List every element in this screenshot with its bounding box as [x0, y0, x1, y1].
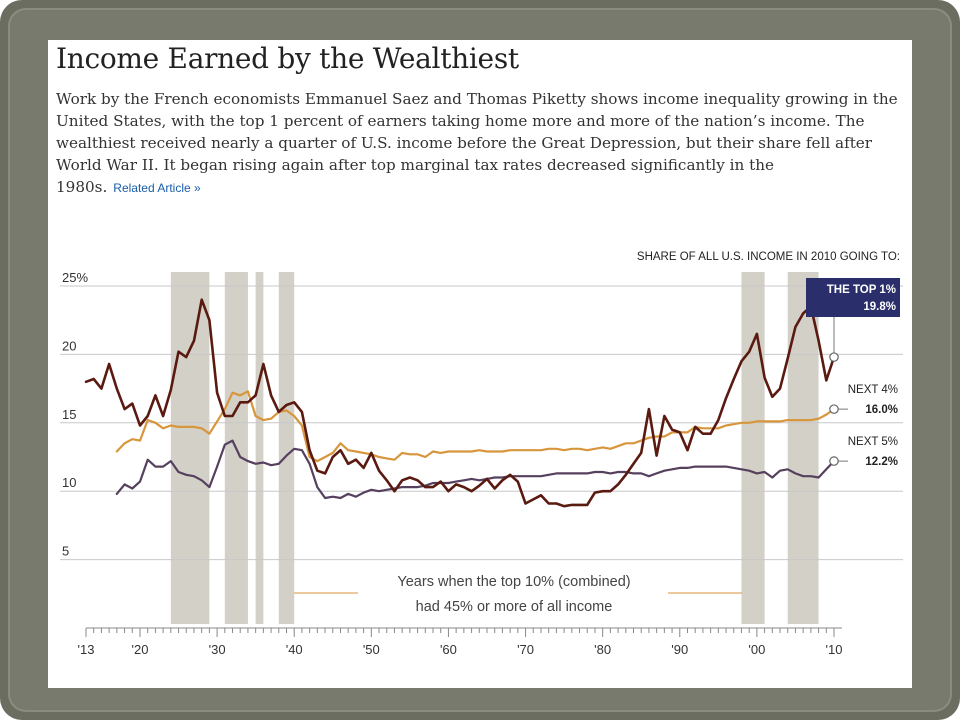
shaded-period-3	[255, 272, 264, 624]
series-labels: THE TOP 1% 19.8% NEXT 4% 16.0% NEXT 5% 12.2%	[806, 278, 900, 468]
series-lines	[84, 298, 836, 508]
x-tick-label: '90	[671, 642, 688, 657]
x-tick-label: '20	[132, 642, 149, 657]
top1-label-box	[806, 278, 900, 317]
series-line-next-5	[115, 439, 836, 500]
y-tick-label: 10	[62, 475, 76, 490]
series-label-next-4: NEXT 4%	[848, 384, 898, 396]
shaded-period-5	[741, 272, 765, 624]
shading-note: Years when the top 10% (combined) had 45%…	[294, 564, 742, 620]
related-article-link[interactable]: Related Article »	[113, 181, 201, 195]
shaded-period-6	[787, 272, 819, 624]
chart-annotation: SHARE OF ALL U.S. INCOME IN 2010 GOING T…	[637, 251, 900, 263]
series-end-marker-next-4	[829, 404, 839, 414]
x-tick-label: '30	[209, 642, 226, 657]
y-tick-label: 5	[62, 544, 69, 559]
income-share-chart: 25% 20 15 10 5 '13 '20 '30 '40 '50 '60 '70 '80 '90 '0…	[60, 251, 903, 657]
x-axis: '13 '20 '30 '40 '50 '60 '70 '80 '90 '00 '10	[78, 627, 843, 657]
series-label-top-1: THE TOP 1%	[827, 284, 896, 296]
shaded-period-1	[170, 272, 210, 624]
page-title: Income Earned by the Wealthiest	[56, 42, 519, 75]
shaded-period-4	[278, 272, 295, 624]
x-tick-label: '60	[440, 642, 457, 657]
x-tick-label: '70	[517, 642, 534, 657]
description-text: Work by the French economists Emmanuel S…	[56, 88, 908, 199]
shading-note-box	[364, 564, 666, 620]
y-tick-label: 15	[62, 407, 76, 422]
x-tick-label: '80	[594, 642, 611, 657]
series-end-marker-next-5	[829, 456, 839, 466]
shading-note-line-2: had 45% or more of all income	[416, 599, 613, 615]
series-value-next-4: 16.0%	[865, 404, 898, 416]
shading-note-line-1: Years when the top 10% (combined)	[397, 574, 630, 590]
y-tick-label: 20	[62, 338, 76, 353]
series-line-the-top-1	[84, 298, 836, 508]
x-tick-label: '10	[826, 642, 843, 657]
series-line-next-4	[115, 390, 836, 463]
series-value-top-1: 19.8%	[863, 301, 896, 313]
y-axis-ticks: 25% 20 15 10 5	[62, 270, 88, 559]
gridlines	[60, 285, 903, 561]
shaded-periods	[170, 272, 819, 624]
top1-end-marker	[829, 352, 839, 362]
description-body: Work by the French economists Emmanuel S…	[56, 90, 898, 196]
x-tick-label: '00	[748, 642, 765, 657]
y-tick-label: 25%	[62, 270, 88, 285]
chart-panel: Income Earned by the Wealthiest Work by …	[48, 40, 912, 688]
x-tick-label: '50	[363, 642, 380, 657]
x-tick-label: '13	[78, 642, 95, 657]
x-tick-label: '40	[286, 642, 303, 657]
series-label-next-5: NEXT 5%	[848, 436, 898, 448]
series-value-next-5: 12.2%	[865, 456, 898, 468]
